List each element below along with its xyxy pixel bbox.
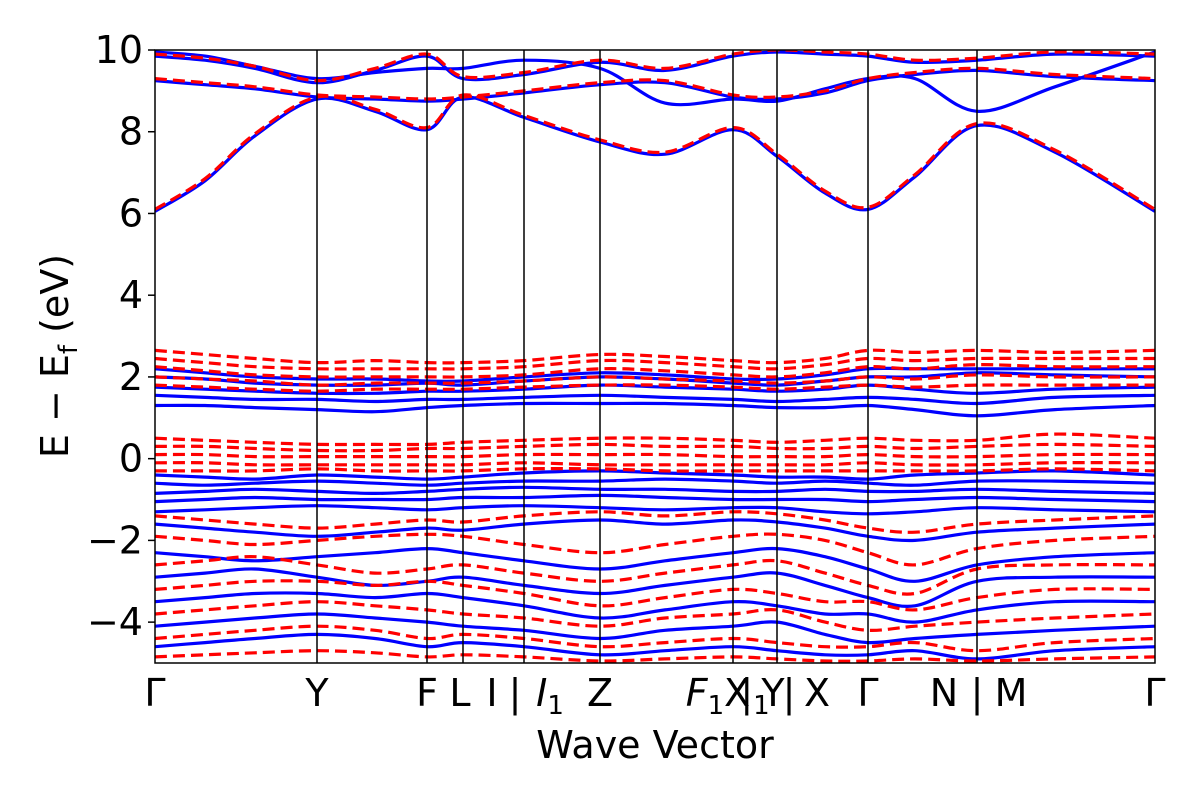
kpath-label: | [783, 671, 796, 716]
y-axis-title-subscript: f [54, 344, 84, 354]
x-axis-title: Wave Vector [536, 723, 774, 767]
kpath-label: Z [587, 671, 613, 715]
kpath-label: Γ [1144, 671, 1165, 715]
x-kpath-labels: Γ Y F L I | I1 Z F1 X|1Y| X Γ N | M Γ [144, 671, 1165, 721]
band-line [155, 93, 1155, 211]
band-line [155, 50, 1155, 85]
kpath-label: | [509, 671, 522, 716]
y-axis-title: E − Ef (eV) [33, 254, 84, 458]
y-tick-label: 4 [119, 273, 143, 317]
y-tick-label: 10 [95, 28, 143, 72]
kpoint-lines [316, 50, 978, 663]
kpath-label: N [930, 671, 958, 715]
kpath-label: Y [304, 671, 329, 715]
kpath-label: M [995, 671, 1028, 715]
y-axis-title-unit: (eV) [33, 254, 77, 345]
kpath-label: | [971, 671, 984, 716]
y-axis-title-main: E − E [33, 354, 77, 458]
kpath-label: F [416, 671, 438, 715]
kpath-label: I [486, 671, 497, 715]
kpath-label: X [804, 671, 830, 715]
y-tick-label: 8 [119, 110, 143, 154]
kpath-label: Γ [144, 671, 165, 715]
y-tick-label: 6 [119, 191, 143, 235]
plot-background [155, 50, 1155, 663]
plot-frame [154, 49, 1156, 664]
kpath-label: |1 [740, 671, 769, 721]
y-tick-label: −4 [87, 600, 143, 644]
y-ticks: −4 −2 0 2 4 6 8 10 [87, 28, 155, 644]
svg-text:E − Ef (eV): E − Ef (eV) [33, 254, 84, 458]
y-tick-label: −2 [87, 518, 143, 562]
y-tick-label: 0 [119, 437, 143, 481]
y-tick-label: 2 [119, 355, 143, 399]
kpath-label: I1 [536, 671, 564, 721]
kpath-label: L [449, 671, 470, 715]
kpath-label: Y [760, 671, 785, 715]
kpath-label: F1 [686, 671, 724, 721]
band-line [155, 50, 1155, 83]
kpath-label: X [724, 671, 750, 715]
kpath-label: Γ [857, 671, 878, 715]
